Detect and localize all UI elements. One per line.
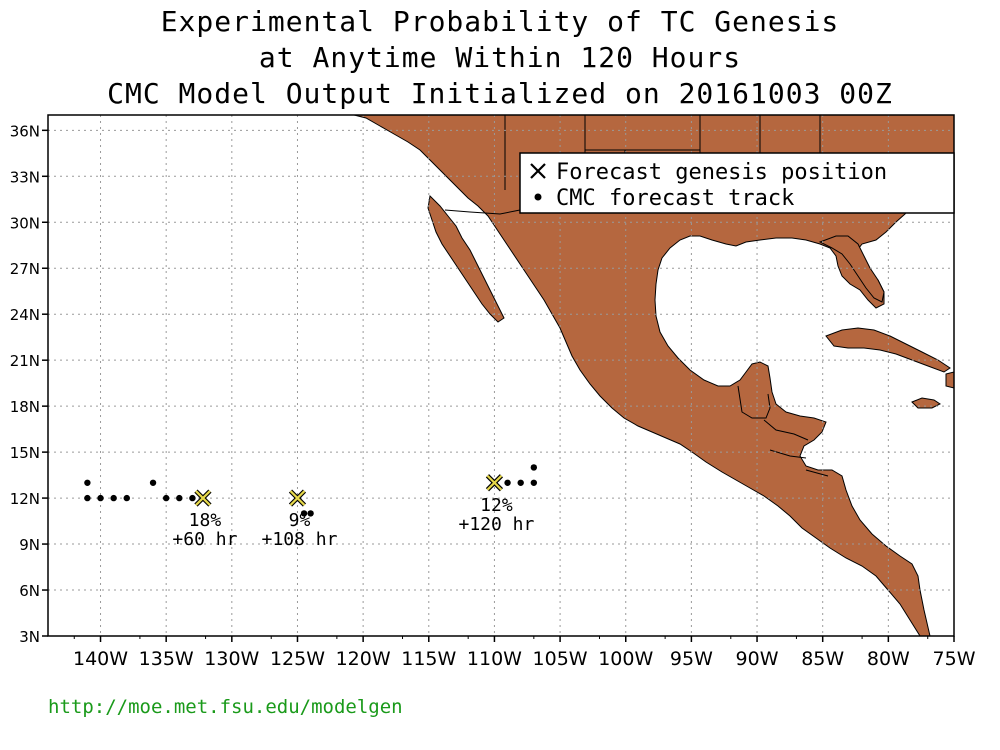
track-point — [123, 494, 130, 502]
forecast-tracks — [84, 464, 538, 517]
lon-label: 135W — [139, 648, 194, 670]
genesis-marker — [288, 489, 307, 507]
lat-label: 3N — [19, 628, 40, 646]
lon-label: 120W — [336, 648, 391, 670]
lon-label: 140W — [73, 648, 128, 670]
footer-url: http://moe.met.fsu.edu/modelgen — [48, 696, 403, 718]
track-point — [176, 494, 183, 502]
lat-label: 15N — [10, 444, 40, 462]
lat-label: 6N — [19, 582, 40, 600]
hispaniola — [945, 371, 954, 389]
lon-label: 130W — [204, 648, 259, 670]
track-point — [530, 479, 538, 486]
lat-label: 36N — [10, 122, 40, 140]
lat-label: 30N — [10, 214, 40, 232]
genesis-marker — [194, 489, 212, 507]
lon-label: 125W — [270, 648, 325, 670]
track-point — [300, 510, 308, 517]
legend: Forecast genesis position CMC forecast t… — [519, 152, 955, 214]
lat-label: 33N — [10, 168, 40, 186]
track-point — [84, 494, 91, 502]
lat-label: 12N — [10, 490, 40, 508]
track-point — [149, 479, 157, 486]
jamaica — [911, 397, 941, 409]
genesis-markers: 18%+60 hr 9%+108 hr 12%+120 hr — [172, 474, 535, 550]
lon-label: 95W — [670, 648, 713, 670]
lat-label: 18N — [10, 398, 40, 416]
lat-label: 9N — [19, 536, 40, 554]
genesis-marker — [485, 474, 504, 492]
lon-label: 80W — [867, 648, 910, 670]
legend-track-label: CMC forecast track — [556, 186, 794, 211]
genesis-map: 140W 135W 130W 125W 120W 115W 110W 105W 100W 95W 9… — [10, 114, 976, 670]
lon-label: 85W — [801, 648, 844, 670]
x-marker-icon — [530, 163, 546, 179]
track-point — [97, 494, 104, 502]
lon-label: 75W — [933, 648, 976, 670]
genesis-lead-time: +108 hr — [262, 529, 338, 550]
north-america-land — [351, 115, 954, 636]
title-line-1: Experimental Probability of TC Genesis — [160, 5, 840, 38]
latitude-labels: 36N 33N 30N 27N 24N 21N 18N 15N 12N 9N 6N 3N — [10, 122, 40, 646]
central-america-borders — [763, 419, 829, 477]
lon-label: 100W — [598, 648, 653, 670]
graticule — [48, 115, 954, 636]
lon-label: 115W — [401, 648, 456, 670]
lat-label: 21N — [10, 352, 40, 370]
genesis-lead-time: +120 hr — [459, 514, 535, 535]
track-point — [84, 479, 91, 486]
genesis-lead-time: +60 hr — [172, 529, 237, 550]
dot-marker-icon — [534, 193, 542, 201]
lat-label: 27N — [10, 260, 40, 278]
title-line-2: at Anytime Within 120 Hours — [258, 41, 742, 74]
track-point — [110, 494, 117, 502]
lon-label: 105W — [533, 648, 588, 670]
title-line-3: CMC Model Output Initialized on 20161003… — [107, 77, 893, 110]
genesis-probability: 9% — [289, 510, 311, 531]
track-point — [530, 464, 538, 471]
lon-label: 110W — [467, 648, 522, 670]
axis-ticks — [42, 129, 955, 642]
baja-california — [427, 194, 505, 323]
track-point — [189, 494, 196, 502]
track-point — [517, 479, 524, 486]
lon-label: 90W — [736, 648, 779, 670]
track-point — [307, 510, 314, 517]
legend-box — [519, 152, 955, 214]
lat-label: 24N — [10, 306, 40, 324]
legend-genesis-label: Forecast genesis position — [556, 160, 887, 185]
longitude-labels: 140W 135W 130W 125W 120W 115W 110W 105W 100W 95W 9… — [73, 648, 976, 670]
track-point — [504, 479, 511, 486]
track-point — [162, 494, 170, 502]
genesis-probability: 18% — [189, 510, 222, 531]
map-frame — [47, 114, 955, 637]
genesis-probability: 12% — [480, 495, 513, 516]
florida — [818, 235, 885, 303]
